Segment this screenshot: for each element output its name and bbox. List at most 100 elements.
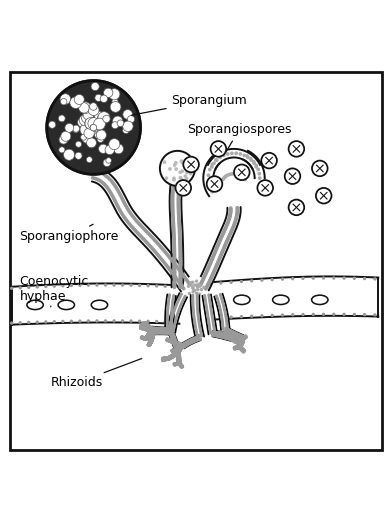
Circle shape xyxy=(173,350,174,352)
Circle shape xyxy=(172,350,174,351)
Circle shape xyxy=(240,343,242,345)
Circle shape xyxy=(177,267,179,269)
Circle shape xyxy=(214,332,216,333)
Circle shape xyxy=(132,227,134,229)
Circle shape xyxy=(171,357,173,358)
Circle shape xyxy=(241,342,243,343)
Circle shape xyxy=(176,351,177,353)
Circle shape xyxy=(179,361,181,362)
Circle shape xyxy=(174,272,176,275)
Circle shape xyxy=(195,340,197,341)
Circle shape xyxy=(227,336,229,337)
Circle shape xyxy=(242,349,244,351)
Circle shape xyxy=(184,342,186,344)
Circle shape xyxy=(235,348,236,350)
Circle shape xyxy=(189,340,190,341)
Circle shape xyxy=(237,337,239,339)
Circle shape xyxy=(154,332,156,334)
Circle shape xyxy=(147,330,148,331)
Circle shape xyxy=(235,348,237,350)
Circle shape xyxy=(149,342,151,343)
Circle shape xyxy=(170,334,172,336)
Circle shape xyxy=(175,162,177,164)
Circle shape xyxy=(240,339,241,340)
Circle shape xyxy=(112,181,114,184)
Circle shape xyxy=(164,359,166,361)
Circle shape xyxy=(164,321,166,323)
Circle shape xyxy=(182,344,184,345)
Circle shape xyxy=(141,324,143,325)
Circle shape xyxy=(172,356,174,357)
Circle shape xyxy=(169,333,170,334)
Circle shape xyxy=(243,350,244,351)
Circle shape xyxy=(220,332,222,334)
Circle shape xyxy=(165,358,167,360)
Circle shape xyxy=(218,332,220,333)
Circle shape xyxy=(239,347,241,348)
Circle shape xyxy=(151,236,153,238)
Circle shape xyxy=(90,124,97,131)
Circle shape xyxy=(91,82,99,91)
Circle shape xyxy=(239,347,241,349)
Circle shape xyxy=(163,358,164,360)
Circle shape xyxy=(76,141,82,147)
Circle shape xyxy=(179,296,181,297)
Circle shape xyxy=(180,365,182,367)
Circle shape xyxy=(176,364,177,365)
Circle shape xyxy=(142,323,144,324)
Circle shape xyxy=(178,222,180,224)
Circle shape xyxy=(140,326,142,328)
Circle shape xyxy=(151,341,152,342)
Circle shape xyxy=(181,366,183,368)
Circle shape xyxy=(167,324,168,325)
Circle shape xyxy=(241,347,243,349)
Circle shape xyxy=(197,310,199,312)
Circle shape xyxy=(236,337,238,339)
Circle shape xyxy=(174,353,175,355)
Circle shape xyxy=(170,355,172,357)
Circle shape xyxy=(363,278,365,279)
Circle shape xyxy=(168,301,169,303)
Circle shape xyxy=(197,339,198,341)
Circle shape xyxy=(186,341,188,343)
Circle shape xyxy=(173,252,176,255)
Circle shape xyxy=(242,349,244,351)
Circle shape xyxy=(242,342,244,343)
Circle shape xyxy=(172,196,174,199)
Circle shape xyxy=(242,340,244,341)
Circle shape xyxy=(173,337,175,339)
Circle shape xyxy=(171,320,172,322)
Circle shape xyxy=(224,244,226,247)
Circle shape xyxy=(177,359,179,361)
Circle shape xyxy=(232,335,234,336)
Circle shape xyxy=(241,349,243,351)
Circle shape xyxy=(193,318,195,319)
Circle shape xyxy=(177,356,179,357)
Circle shape xyxy=(222,332,223,334)
Circle shape xyxy=(173,356,174,357)
Circle shape xyxy=(178,299,179,301)
Circle shape xyxy=(177,357,179,359)
Circle shape xyxy=(209,263,211,265)
Circle shape xyxy=(173,231,175,233)
Circle shape xyxy=(170,356,171,357)
Circle shape xyxy=(242,341,244,342)
Circle shape xyxy=(226,222,229,225)
Circle shape xyxy=(292,314,294,315)
Circle shape xyxy=(241,338,242,340)
Circle shape xyxy=(147,327,149,329)
Circle shape xyxy=(206,311,208,313)
Circle shape xyxy=(145,337,146,339)
Circle shape xyxy=(141,337,142,339)
Circle shape xyxy=(241,339,243,340)
Circle shape xyxy=(210,277,212,279)
Circle shape xyxy=(235,339,236,341)
Circle shape xyxy=(140,328,142,329)
Circle shape xyxy=(212,272,215,274)
Circle shape xyxy=(168,340,169,342)
Circle shape xyxy=(172,229,175,232)
Circle shape xyxy=(199,325,200,327)
Circle shape xyxy=(239,347,241,349)
Circle shape xyxy=(82,134,91,143)
Circle shape xyxy=(242,339,244,341)
